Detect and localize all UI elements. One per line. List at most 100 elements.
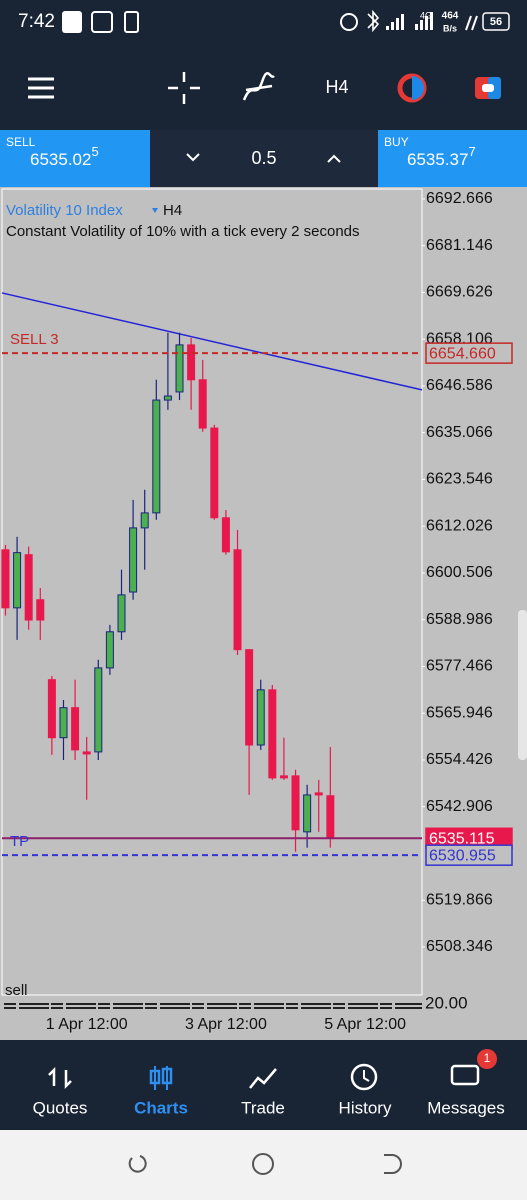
status-icon bbox=[91, 11, 113, 33]
scroll-handle[interactable] bbox=[518, 610, 527, 760]
lot-increase[interactable] bbox=[327, 154, 341, 163]
candle-body bbox=[105, 631, 114, 669]
nav-item[interactable]: Charts bbox=[134, 1098, 188, 1117]
lot-decrease[interactable] bbox=[186, 153, 200, 162]
messages-icon bbox=[450, 1064, 480, 1086]
chart-subtitle: Constant Volatility of 10% with a tick e… bbox=[6, 223, 360, 240]
y-tick-label: 6565.946 bbox=[426, 704, 493, 721]
trade-panel-button-part bbox=[488, 77, 501, 99]
level-price-label: 6654.660 bbox=[429, 345, 496, 362]
nav-item[interactable]: Trade bbox=[241, 1098, 285, 1117]
candle-body bbox=[233, 549, 242, 651]
y-tick-label: 6600.506 bbox=[426, 564, 493, 581]
buy-price-sup: 7 bbox=[468, 144, 475, 159]
quotes-icon bbox=[48, 1066, 72, 1090]
trade-icon bbox=[249, 1068, 277, 1089]
nav-item[interactable]: History bbox=[339, 1098, 392, 1117]
sell-price: 6535.025 bbox=[30, 144, 99, 169]
nav-item[interactable]: Quotes bbox=[33, 1098, 88, 1117]
candle-body bbox=[279, 775, 288, 779]
buy-price: 6535.377 bbox=[407, 144, 476, 169]
charging-icon bbox=[465, 15, 478, 31]
nav-item[interactable]: Messages bbox=[427, 1098, 504, 1117]
y-tick-label: 6588.986 bbox=[426, 611, 493, 628]
candle-body bbox=[245, 649, 254, 746]
candle-body bbox=[152, 399, 161, 514]
level-label[interactable]: TP bbox=[10, 833, 29, 850]
system-nav-bg bbox=[0, 1130, 527, 1200]
bottom-nav-bg bbox=[0, 1040, 527, 1130]
indicators-button[interactable] bbox=[242, 71, 275, 101]
candle-body bbox=[36, 599, 45, 621]
candle-body bbox=[24, 554, 33, 621]
x-tick-label: 3 Apr 12:00 bbox=[185, 1016, 267, 1033]
candle-body bbox=[117, 594, 126, 633]
crosshair-button[interactable] bbox=[168, 72, 200, 104]
y-tick-label: 6681.146 bbox=[426, 237, 493, 254]
badge-count: 1 bbox=[484, 1051, 491, 1065]
history-icon-part bbox=[363, 1070, 370, 1082]
y-tick-label: 6646.586 bbox=[426, 377, 493, 394]
level-label[interactable]: SELL 3 bbox=[10, 331, 59, 348]
candle-body bbox=[1, 549, 10, 609]
candle-body bbox=[256, 689, 265, 746]
y-tick-label: 6612.026 bbox=[426, 517, 493, 534]
candle-body bbox=[175, 344, 184, 393]
sell-price-main: 6535.02 bbox=[30, 150, 91, 169]
y-tick-label: 6692.666 bbox=[426, 190, 493, 207]
candle-body bbox=[198, 379, 207, 429]
network-type: 4G bbox=[420, 10, 432, 20]
net-speed: 464 bbox=[442, 11, 459, 22]
x-tick-label: 5 Apr 12:00 bbox=[324, 1016, 406, 1033]
top-bar-bg bbox=[0, 0, 527, 130]
level-price-label: 6535.115 bbox=[429, 831, 495, 848]
battery-icon bbox=[482, 12, 510, 31]
system-recents[interactable] bbox=[128, 1155, 147, 1173]
status-icon bbox=[340, 13, 358, 31]
battery-level: 56 bbox=[490, 16, 502, 28]
level-price-label: 6530.955 bbox=[429, 847, 496, 864]
charts-icon-part bbox=[161, 1067, 173, 1085]
buy-price-main: 6535.37 bbox=[407, 150, 468, 169]
menu-button[interactable] bbox=[28, 77, 54, 99]
level-price-box bbox=[425, 844, 513, 866]
candle-body bbox=[303, 794, 312, 833]
lot-size[interactable]: 0.5 bbox=[251, 148, 276, 168]
candle-body bbox=[210, 427, 219, 519]
y-tick-label: 6577.466 bbox=[426, 658, 493, 675]
candle-body bbox=[268, 689, 277, 779]
candle-body bbox=[71, 707, 80, 751]
sell-price-sup: 5 bbox=[91, 144, 98, 159]
buy-button[interactable] bbox=[378, 130, 527, 187]
indicator-value: 20.00 bbox=[425, 993, 468, 1012]
net-speed-unit: B/s bbox=[443, 23, 457, 33]
bluetooth-icon bbox=[367, 9, 380, 33]
chart-timeframe: H4 bbox=[163, 202, 182, 219]
y-tick-label: 6508.346 bbox=[426, 938, 493, 955]
y-tick-label: 6542.906 bbox=[426, 798, 493, 815]
system-home[interactable] bbox=[252, 1153, 274, 1175]
candle-body bbox=[221, 517, 230, 553]
y-tick-label: 6669.626 bbox=[426, 284, 493, 301]
plot-area bbox=[1, 188, 423, 996]
chart-title[interactable]: Volatility 10 Index bbox=[6, 202, 123, 219]
sell-button[interactable] bbox=[0, 130, 150, 187]
charts-icon-part bbox=[149, 1069, 161, 1085]
system-back[interactable] bbox=[384, 1154, 402, 1174]
signal-icon bbox=[386, 14, 404, 30]
timeframe-button[interactable]: H4 bbox=[325, 77, 348, 97]
bottom-nav: Quotes Charts Trade History Messages bbox=[33, 1098, 505, 1117]
indicator-trace bbox=[4, 1003, 422, 1009]
candle-body bbox=[82, 751, 91, 755]
history-icon bbox=[350, 1063, 378, 1091]
status-icon bbox=[124, 11, 139, 33]
trade-panel-button-part bbox=[482, 84, 494, 92]
candle-body bbox=[187, 344, 196, 381]
symbol-dropdown[interactable] bbox=[152, 208, 158, 213]
y-tick-label: 6519.866 bbox=[426, 891, 493, 908]
candle-body bbox=[314, 792, 323, 796]
level-price-box bbox=[425, 342, 513, 364]
indicator-label: sell bbox=[5, 982, 28, 999]
